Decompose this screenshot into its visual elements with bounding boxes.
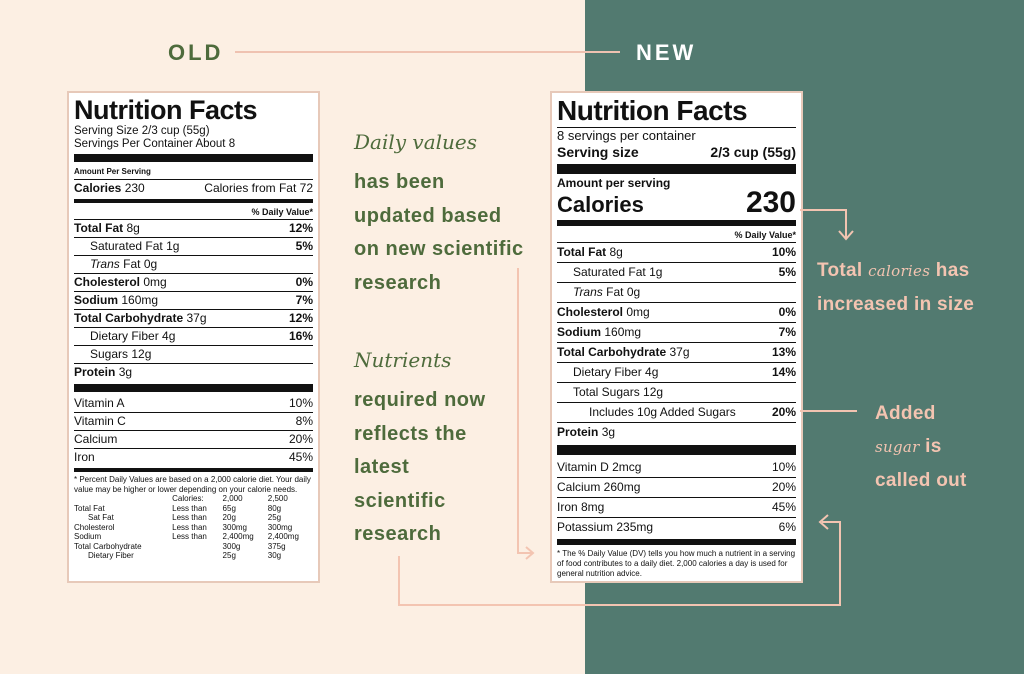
calories-annotation: Total calories has increased in size (817, 260, 975, 315)
old-thick-divider (74, 154, 313, 162)
new-footnote: * The % Daily Value (DV) tells you how m… (557, 549, 796, 578)
old-nutrient-row: Total Fat 8g 12% (74, 219, 313, 235)
new-serving-size-value: 2/3 cup (55g) (710, 144, 796, 160)
new-vitamin-row: Calcium 260mg 20% (557, 477, 796, 497)
new-servings-per-container: 8 servings per container (557, 128, 696, 143)
old-dv-header: % Daily Value* (251, 207, 313, 217)
new-nutrient-row: Trans Fat 0g (557, 282, 796, 302)
old-thick-divider (74, 384, 313, 392)
added-sugar-annotation: Added sugar is called out (875, 403, 967, 491)
old-nutrient-row: Sugars 12g (74, 345, 313, 363)
new-header: NEW (636, 40, 697, 65)
new-nutrient-row: Total Sugars 12g (557, 382, 796, 402)
new-thick-divider (557, 164, 796, 174)
nutrients-script: Nutrients (354, 348, 452, 372)
new-label-title: Nutrition Facts (557, 95, 748, 126)
daily-values-arrowhead (525, 546, 535, 560)
old-nutrient-row: Protein 3g (74, 363, 313, 381)
nutrients-arrowhead (818, 514, 829, 530)
old-footnote: * Percent Daily Values are based on a 2,… (74, 475, 311, 494)
old-nutrient-row: Sodium 160mg 7% (74, 291, 313, 307)
old-label-title: Nutrition Facts (74, 95, 258, 125)
new-calories-value: 230 (745, 186, 796, 219)
old-servings-per-container: Servings Per Container About 8 (74, 138, 236, 150)
new-serving-size-label: Serving size (557, 144, 639, 160)
old-nutrient-row: Dietary Fiber 4g 16% (74, 327, 313, 345)
calories-connector (800, 209, 847, 238)
new-vitamin-row: Iron 8mg 45% (557, 497, 796, 517)
new-nutrient-row: Total Fat 8g 10% (557, 242, 796, 262)
new-dv-header: % Daily Value* (734, 230, 796, 240)
new-medium-divider (557, 539, 796, 545)
new-added-sugars-row: Includes 10g Added Sugars 20% (557, 402, 796, 422)
new-nutrient-row: Cholesterol 0mg 0% (557, 302, 796, 322)
old-vitamin-row: Iron 45% (74, 448, 313, 464)
new-nutrient-row: Protein 3g (557, 422, 796, 442)
old-header: OLD (168, 40, 224, 65)
nutrients-connector (398, 521, 841, 606)
old-nutrient-row: Saturated Fat 1g 5% (74, 237, 313, 255)
new-vitamin-row: Potassium 235mg 6% (557, 517, 796, 537)
new-nutrient-row: Dietary Fiber 4g 14% (557, 362, 796, 382)
old-amount-per-serving: Amount Per Serving (74, 167, 151, 176)
old-nutrient-row: Total Carbohydrate 37g 12% (74, 309, 313, 325)
new-thick-divider (557, 445, 796, 455)
new-nutrition-label: Nutrition Facts 8 servings per container… (550, 91, 803, 583)
daily-values-text: has been updated based on new scientific… (354, 171, 524, 294)
new-calories-label: Calories (557, 192, 644, 217)
new-vitamin-row: Vitamin D 2mcg 10% (557, 460, 796, 474)
calories-arrowhead (838, 230, 854, 241)
new-amount-per-serving: Amount per serving (557, 176, 671, 190)
old-medium-divider (74, 199, 313, 203)
new-medium-divider (557, 220, 796, 226)
old-nutrition-label: Nutrition Facts Serving Size 2/3 cup (55… (67, 91, 320, 583)
new-nutrient-row: Sodium 160mg 7% (557, 322, 796, 342)
old-calories-row: Calories 230 Calories from Fat 72 (74, 179, 313, 197)
old-vitamin-row: Calcium 20% (74, 430, 313, 446)
old-vitamin-row: Vitamin C 8% (74, 412, 313, 428)
nutrients-text: required now reflects the latest scienti… (354, 389, 486, 545)
old-calories-from-fat: Calories from Fat 72 (204, 181, 313, 195)
header-divider-line (235, 51, 620, 53)
daily-values-connector (517, 268, 532, 554)
new-nutrient-row: Total Carbohydrate 37g 13% (557, 342, 796, 362)
old-serving-size: Serving Size 2/3 cup (55g) (74, 125, 210, 137)
old-dv-table: Calories: 2,000 2,500 Total Fat Less than 65… (74, 494, 299, 560)
daily-values-script: Daily values (354, 130, 478, 154)
old-nutrient-row: Trans Fat 0g (74, 255, 313, 273)
old-nutrient-row: Cholesterol 0mg 0% (74, 273, 313, 289)
new-calories-row: Calories 230 (557, 186, 796, 219)
old-vitamin-row: Vitamin A 10% (74, 396, 313, 410)
old-medium-divider (74, 468, 313, 472)
old-calories-value: 230 (124, 181, 145, 195)
new-nutrient-row: Saturated Fat 1g 5% (557, 262, 796, 282)
new-serving-size-row: Serving size 2/3 cup (55g) (557, 144, 796, 161)
old-calories-label: Calories (74, 181, 122, 195)
